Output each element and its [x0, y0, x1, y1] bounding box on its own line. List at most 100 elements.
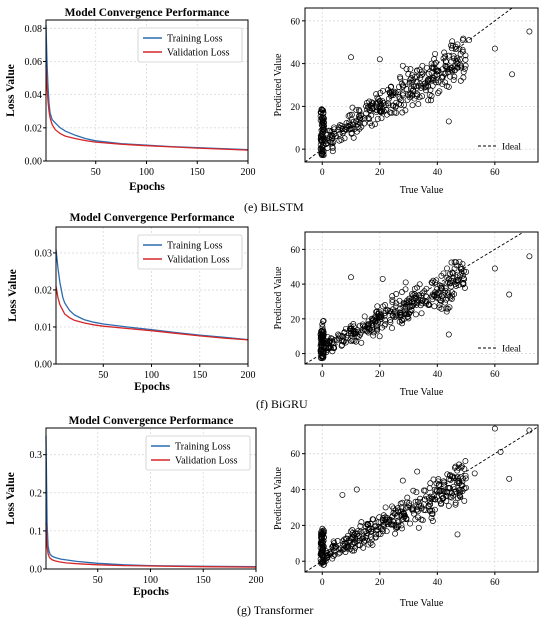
x-tick-label: 200 [241, 370, 256, 381]
y-tick-label: 0.2 [30, 488, 43, 499]
x-axis-label: True Value [400, 387, 444, 398]
scatter-point [398, 504, 405, 511]
scatter-point [330, 139, 337, 146]
scatter-point [509, 71, 516, 78]
scatter-point [318, 106, 325, 113]
scatter-point [376, 107, 383, 114]
y-tick-label: 60 [291, 246, 301, 256]
scatter-point [454, 41, 461, 48]
scatter-point [369, 541, 376, 548]
scatter-point [392, 103, 399, 110]
scatter-point [429, 518, 436, 524]
scatter-point [438, 74, 445, 81]
scatter-point [350, 330, 357, 337]
scatter-point [381, 522, 388, 529]
scatter-point [414, 498, 421, 505]
y-axis-label: Predicted Value [273, 53, 284, 116]
scatter-point [354, 124, 361, 130]
scatter-point [378, 115, 385, 122]
scatter-point [387, 317, 394, 323]
caption-f: (f) BiGRU [256, 397, 308, 411]
scatter-point [385, 100, 391, 107]
scatter-point [456, 479, 463, 486]
scatter-point [320, 152, 327, 159]
series-line-validation [55, 286, 249, 341]
y-tick-label: 0.04 [25, 90, 43, 101]
scatter-point [451, 464, 458, 471]
scatter-point [456, 272, 463, 279]
scatter-point [448, 45, 455, 52]
scatter-point [370, 329, 377, 336]
scatter-point [328, 139, 335, 146]
scatter-point [318, 534, 325, 540]
scatter-point [381, 108, 387, 115]
scatter-point [329, 132, 336, 139]
scatter-point [360, 538, 367, 545]
scatter-point [389, 299, 396, 306]
scatter-point [400, 90, 406, 97]
scatter-point [461, 284, 468, 291]
scatter-point [317, 540, 324, 547]
scatter-point [445, 476, 452, 483]
x-tick-label: 200 [241, 167, 256, 178]
scatter-point [380, 303, 386, 310]
scatter-point [420, 506, 427, 513]
x-tick-label: 50 [98, 370, 108, 381]
series-line-training [55, 249, 249, 341]
scatter-point [395, 522, 402, 529]
x-tick-label: 0 [320, 578, 325, 588]
scatter-point [403, 65, 410, 72]
x-tick-label: 50 [91, 167, 101, 178]
scatter-point [447, 471, 453, 478]
scatter-point [376, 308, 382, 315]
scatter-point [440, 292, 447, 299]
scatter-point [368, 103, 375, 110]
y-tick-label: 20 [291, 315, 301, 325]
ideal-line [304, 426, 539, 573]
scatter-point [399, 289, 405, 295]
scatter-point [353, 118, 360, 125]
x-tick-label: 150 [190, 167, 205, 178]
scatter-point [437, 500, 444, 507]
scatter-point [335, 335, 342, 342]
scatter-point [402, 279, 409, 286]
scatter-point [368, 315, 375, 322]
series-line-validation [45, 523, 257, 568]
scatter-point [459, 272, 466, 279]
scatter-point [415, 524, 422, 531]
ideal-line [304, 7, 513, 163]
chart-title: Model Convergence Performance [65, 7, 230, 19]
scatter-point [444, 292, 451, 299]
scatter-point [471, 470, 478, 477]
scatter-point [382, 302, 388, 308]
scatter-point [429, 293, 435, 300]
scatter-point [412, 516, 419, 523]
scatter-point [441, 49, 448, 56]
scatter-points [317, 253, 533, 362]
scatter-point [458, 464, 465, 471]
scatter-point [414, 67, 420, 74]
scatter-point [402, 78, 409, 85]
scatter-point [319, 107, 326, 114]
scatter-point [441, 479, 448, 486]
scatter-point [414, 468, 421, 475]
scatter-point [351, 547, 358, 554]
scatter-point [410, 292, 417, 299]
scatter-point [343, 120, 350, 127]
scatter-point [337, 545, 344, 552]
scatter-point [406, 303, 413, 310]
scatter-point [404, 494, 411, 501]
scatter-point [432, 289, 439, 296]
scatter-point [417, 302, 424, 309]
scatter-point [399, 62, 406, 69]
scatter-point [408, 92, 415, 99]
y-tick-label: 40 [291, 60, 301, 70]
scatter-point [419, 517, 426, 524]
scatter-point [318, 114, 325, 121]
scatter-point [377, 108, 384, 115]
scatter-point [366, 116, 373, 122]
y-tick-label: 0.3 [30, 450, 43, 461]
scatter-point [393, 300, 400, 307]
scatter-point [409, 72, 416, 79]
scatter-point [335, 124, 342, 131]
